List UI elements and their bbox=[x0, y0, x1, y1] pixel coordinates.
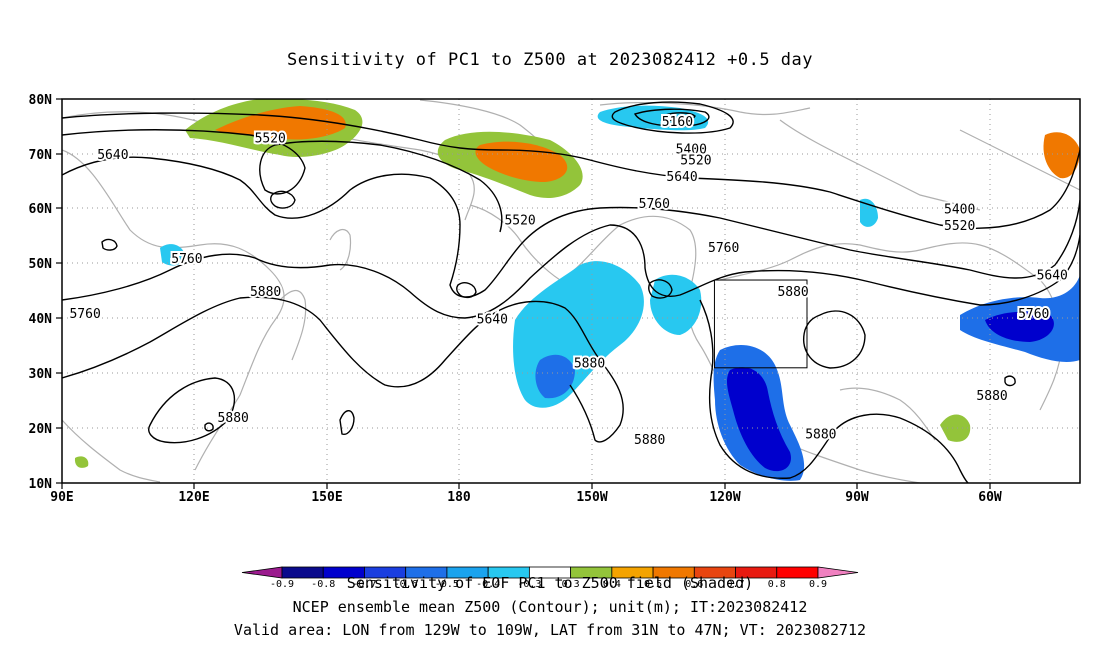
lat-label: 60N bbox=[29, 202, 53, 217]
contour-label: 5760 bbox=[1018, 307, 1049, 322]
contour-label: 5880 bbox=[805, 428, 836, 443]
contour-label: 5760 bbox=[171, 252, 202, 267]
lon-label: 150E bbox=[311, 490, 342, 505]
colorbar-tick-label: 0.3 bbox=[562, 579, 580, 590]
colorbar-tick-label: -0.9 bbox=[270, 579, 294, 590]
contour-label: 5160 bbox=[662, 115, 693, 130]
contour-label: 5880 bbox=[634, 433, 665, 448]
contour-label: 5520 bbox=[680, 153, 711, 168]
lat-label: 40N bbox=[29, 312, 53, 327]
caption-valid-area: Valid area: LON from 129W to 109W, LAT f… bbox=[233, 621, 867, 639]
lon-label: 150W bbox=[576, 490, 607, 505]
contour-label: 5400 bbox=[944, 203, 975, 218]
contour-label: 5880 bbox=[218, 411, 249, 426]
colorbar-max-arrow bbox=[817, 566, 859, 579]
contour-label: 5880 bbox=[250, 285, 281, 300]
valid-area-box bbox=[713, 279, 808, 369]
contour-label: 5880 bbox=[976, 389, 1007, 404]
colorbar-tick-label: 0.5 bbox=[644, 579, 662, 590]
colorbar-tick-label: 0.6 bbox=[685, 579, 703, 590]
colorbar-tick-label: 0.4 bbox=[603, 579, 621, 590]
colorbar-tick-label: 0.7 bbox=[727, 579, 745, 590]
contour-label: 5520 bbox=[504, 214, 535, 229]
colorbar-tick-label: -0.4 bbox=[476, 579, 500, 590]
lon-label: 90W bbox=[845, 490, 869, 505]
contour-labels: 5520564051605400552056405760552057605760… bbox=[67, 113, 1069, 450]
lat-label: 10N bbox=[29, 477, 53, 492]
plot-frame bbox=[61, 98, 1081, 484]
z500-contours bbox=[62, 101, 1080, 483]
axis-ticks bbox=[56, 98, 991, 489]
caption-shading: Sensitivity of EOF PC1 to Z500 field (Sh… bbox=[346, 574, 754, 592]
chart-title: Sensitivity of PC1 to Z500 at 2023082412… bbox=[286, 50, 813, 70]
lat-label: 70N bbox=[29, 148, 53, 163]
lon-label: 60W bbox=[978, 490, 1002, 505]
lon-label: 120E bbox=[178, 490, 209, 505]
colorbar-tick-label: -0.3 bbox=[517, 579, 541, 590]
lat-label: 20N bbox=[29, 422, 53, 437]
lat-label: 80N bbox=[29, 93, 53, 108]
colorbar-tick-label: 0.9 bbox=[809, 579, 827, 590]
contour-label: 5640 bbox=[666, 170, 697, 185]
contour-label: 5640 bbox=[477, 312, 508, 327]
colorbar-tick-label: 0.8 bbox=[768, 579, 786, 590]
grid bbox=[62, 99, 1080, 483]
contour-label: 5520 bbox=[255, 131, 286, 146]
lon-label: 90E bbox=[50, 490, 73, 505]
colorbar-tick-label: -0.6 bbox=[394, 579, 418, 590]
lon-axis-labels: 90E 120E 150E 180 150W 120W 90W 60W bbox=[50, 490, 1002, 505]
contour-label: 5760 bbox=[708, 241, 739, 256]
contour-label: 5400 bbox=[676, 142, 707, 157]
caption-contour: NCEP ensemble mean Z500 (Contour); unit(… bbox=[292, 598, 808, 616]
contour-label: 5880 bbox=[574, 356, 605, 371]
contour-label: 5640 bbox=[1037, 269, 1068, 284]
lat-label: 30N bbox=[29, 367, 53, 382]
colorbar-tick-label: -0.5 bbox=[435, 579, 459, 590]
contour-label: 5640 bbox=[97, 148, 128, 163]
lat-axis-labels: 80N 70N 60N 50N 40N 30N 20N 10N bbox=[29, 93, 53, 492]
contour-label: 5760 bbox=[639, 197, 670, 212]
contour-label: 5880 bbox=[777, 285, 808, 300]
lon-label: 120W bbox=[709, 490, 740, 505]
contour-label: 5760 bbox=[69, 307, 100, 322]
sensitivity-shading bbox=[74, 99, 1080, 481]
lat-label: 50N bbox=[29, 257, 53, 272]
colorbar-tick-label: -0.7 bbox=[352, 579, 376, 590]
colorbar: -0.9 -0.8 -0.7 -0.6 -0.5 -0.4 -0.3 0.3 0.4 0.5 0.6… bbox=[241, 566, 859, 590]
colorbar-tick-label: -0.8 bbox=[311, 579, 335, 590]
contour-label: 5520 bbox=[944, 219, 975, 234]
lon-label: 180 bbox=[447, 490, 471, 505]
